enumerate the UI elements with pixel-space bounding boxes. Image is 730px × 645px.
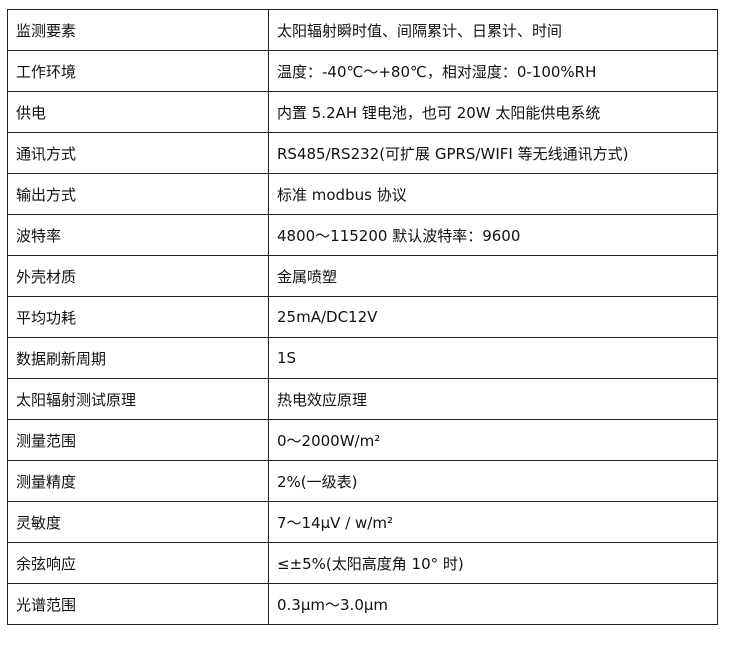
table-row: 测量范围 0～2000W/m² — [7, 419, 718, 461]
spec-label: 数据刷新周期 — [7, 337, 269, 379]
spec-label: 平均功耗 — [7, 296, 269, 338]
spec-label: 波特率 — [7, 214, 269, 256]
spec-value: RS485/RS232(可扩展 GPRS/WIFI 等无线通讯方式) — [268, 132, 718, 174]
table-row: 数据刷新周期 1S — [7, 337, 718, 379]
spec-value: 温度：-40℃～+80℃，相对湿度：0-100%RH — [268, 50, 718, 92]
table-row: 监测要素 太阳辐射瞬时值、间隔累计、日累计、时间 — [7, 9, 718, 51]
spec-value: 4800～115200 默认波特率：9600 — [268, 214, 718, 256]
table-row: 外壳材质 金属喷塑 — [7, 255, 718, 297]
table-row: 光谱范围 0.3μm～3.0μm — [7, 583, 718, 625]
table-row: 平均功耗 25mA/DC12V — [7, 296, 718, 338]
spec-value: 25mA/DC12V — [268, 296, 718, 338]
spec-label: 光谱范围 — [7, 583, 269, 625]
spec-value: 内置 5.2AH 锂电池，也可 20W 太阳能供电系统 — [268, 91, 718, 133]
spec-table: 监测要素 太阳辐射瞬时值、间隔累计、日累计、时间 工作环境 温度：-40℃～+80℃，… — [7, 9, 718, 625]
spec-label: 外壳材质 — [7, 255, 269, 297]
table-row: 输出方式 标准 modbus 协议 — [7, 173, 718, 215]
spec-value: 太阳辐射瞬时值、间隔累计、日累计、时间 — [268, 9, 718, 51]
table-row: 波特率 4800～115200 默认波特率：9600 — [7, 214, 718, 256]
spec-label: 通讯方式 — [7, 132, 269, 174]
table-row: 测量精度 2%(一级表) — [7, 460, 718, 502]
spec-value: 金属喷塑 — [268, 255, 718, 297]
spec-value: 热电效应原理 — [268, 378, 718, 420]
table-row: 余弦响应 ≤±5%(太阳高度角 10° 时) — [7, 542, 718, 584]
table-row: 太阳辐射测试原理 热电效应原理 — [7, 378, 718, 420]
table-row: 通讯方式 RS485/RS232(可扩展 GPRS/WIFI 等无线通讯方式) — [7, 132, 718, 174]
spec-value: 1S — [268, 337, 718, 379]
spec-label: 测量范围 — [7, 419, 269, 461]
spec-label: 测量精度 — [7, 460, 269, 502]
spec-label: 太阳辐射测试原理 — [7, 378, 269, 420]
spec-value: 7～14μV / w/m² — [268, 501, 718, 543]
spec-value: 0～2000W/m² — [268, 419, 718, 461]
spec-label: 输出方式 — [7, 173, 269, 215]
table-row: 灵敏度 7～14μV / w/m² — [7, 501, 718, 543]
table-row: 工作环境 温度：-40℃～+80℃，相对湿度：0-100%RH — [7, 50, 718, 92]
spec-value: ≤±5%(太阳高度角 10° 时) — [268, 542, 718, 584]
spec-label: 余弦响应 — [7, 542, 269, 584]
table-row: 供电 内置 5.2AH 锂电池，也可 20W 太阳能供电系统 — [7, 91, 718, 133]
spec-label: 灵敏度 — [7, 501, 269, 543]
spec-value: 2%(一级表) — [268, 460, 718, 502]
spec-label: 供电 — [7, 91, 269, 133]
spec-value: 标准 modbus 协议 — [268, 173, 718, 215]
spec-label: 监测要素 — [7, 9, 269, 51]
spec-label: 工作环境 — [7, 50, 269, 92]
spec-value: 0.3μm～3.0μm — [268, 583, 718, 625]
spec-table-body: 监测要素 太阳辐射瞬时值、间隔累计、日累计、时间 工作环境 温度：-40℃～+80℃，… — [7, 9, 718, 625]
